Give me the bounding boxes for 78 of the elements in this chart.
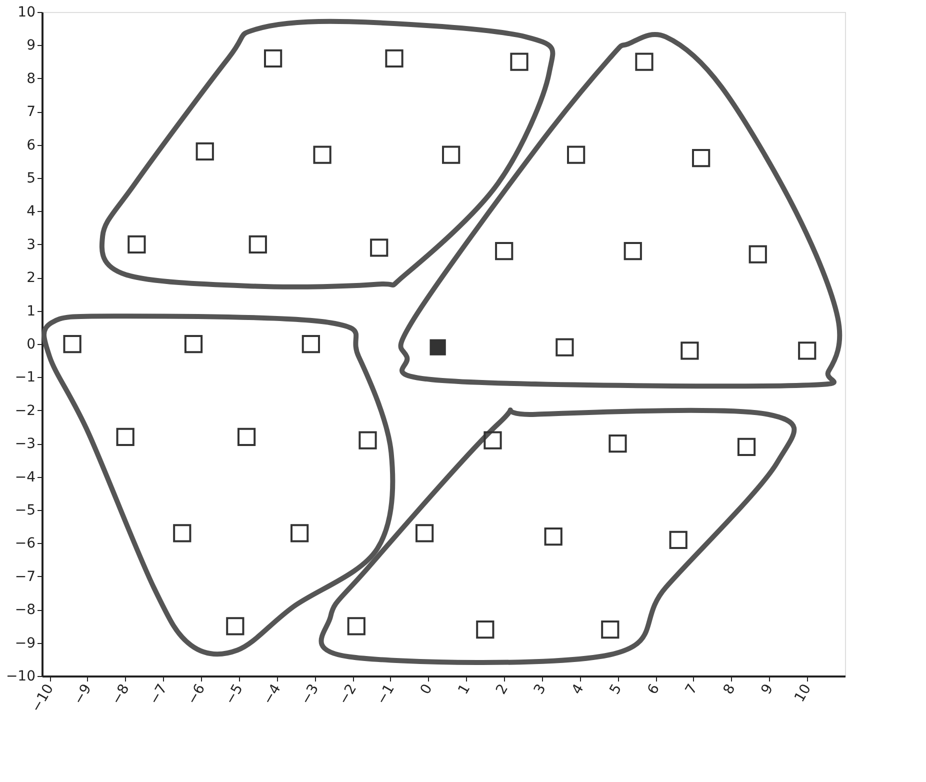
point bbox=[226, 617, 244, 636]
x-tick-label: −9 bbox=[70, 682, 95, 708]
x-tick-label: 10 bbox=[792, 682, 815, 705]
y-tick-label: −9 bbox=[14, 635, 36, 652]
x-tick-label: 0 bbox=[417, 682, 436, 698]
x-tick-label: −6 bbox=[184, 681, 209, 708]
y-tick-label: −6 bbox=[14, 536, 36, 552]
point bbox=[748, 245, 767, 264]
point bbox=[63, 334, 82, 354]
point bbox=[601, 620, 620, 639]
x-tick-label: 2 bbox=[493, 682, 512, 698]
point bbox=[196, 142, 214, 161]
x-tick-label: 6 bbox=[644, 681, 664, 698]
point bbox=[484, 431, 502, 450]
x-tick-label: 9 bbox=[758, 682, 777, 698]
point bbox=[556, 338, 574, 356]
point bbox=[495, 242, 514, 260]
x-tick-label: −4 bbox=[260, 681, 284, 708]
point bbox=[302, 334, 320, 354]
y-tick-label: 9 bbox=[26, 38, 36, 54]
y-tick-label: 6 bbox=[26, 137, 36, 154]
point bbox=[385, 49, 404, 68]
point bbox=[184, 334, 203, 354]
x-tick-label: 5 bbox=[606, 682, 626, 698]
x-tick-label: 3 bbox=[531, 682, 550, 698]
point bbox=[416, 524, 434, 542]
point bbox=[128, 235, 146, 254]
y-tick-label: 3 bbox=[26, 236, 36, 253]
y-tick-label: 2 bbox=[26, 270, 36, 286]
point bbox=[737, 438, 756, 456]
x-tick-label: −5 bbox=[222, 682, 246, 708]
point bbox=[635, 52, 654, 71]
y-tick-label: −7 bbox=[14, 568, 36, 585]
y-tick-label: −3 bbox=[14, 436, 36, 452]
point bbox=[624, 242, 642, 260]
point bbox=[264, 49, 282, 68]
point bbox=[116, 428, 134, 446]
y-tick-label: −5 bbox=[14, 502, 36, 518]
y-tick-label: 7 bbox=[26, 104, 36, 120]
x-tick-label: −8 bbox=[108, 682, 133, 708]
point bbox=[290, 524, 309, 542]
point bbox=[248, 235, 267, 254]
y-tick-label: −2 bbox=[14, 402, 36, 419]
y-tick-label: −1 bbox=[14, 370, 36, 386]
x-tick-label: −7 bbox=[146, 682, 171, 708]
point bbox=[510, 52, 528, 71]
y-tick-label: 4 bbox=[26, 204, 36, 220]
point bbox=[567, 146, 586, 164]
point bbox=[798, 342, 816, 360]
y-tick-label: −10 bbox=[6, 668, 36, 684]
y-tick-label: 8 bbox=[26, 70, 36, 87]
point bbox=[476, 620, 494, 639]
x-tick-label: −3 bbox=[298, 682, 322, 708]
point bbox=[347, 617, 366, 636]
point bbox=[680, 342, 699, 360]
x-tick-label: 4 bbox=[568, 681, 588, 698]
y-tick-label: 0 bbox=[26, 336, 36, 352]
point bbox=[370, 238, 388, 257]
x-tick-label: 7 bbox=[682, 682, 701, 698]
x-tick-label: 1 bbox=[455, 682, 474, 698]
x-tick-label: −2 bbox=[336, 682, 360, 708]
point bbox=[608, 434, 627, 453]
point bbox=[313, 146, 332, 164]
x-tick-label: −1 bbox=[374, 682, 398, 708]
point bbox=[358, 431, 377, 450]
point bbox=[544, 528, 562, 546]
y-tick-label: −8 bbox=[14, 602, 36, 618]
y-tick-label: 1 bbox=[26, 303, 36, 320]
point bbox=[430, 339, 446, 356]
x-tick-label: 8 bbox=[720, 682, 739, 698]
point bbox=[173, 524, 192, 542]
y-tick-label: −4 bbox=[14, 469, 36, 486]
y-tick-label: 10 bbox=[18, 4, 36, 20]
point bbox=[669, 530, 688, 549]
y-tick-label: 5 bbox=[26, 170, 36, 186]
point bbox=[237, 428, 256, 446]
point bbox=[692, 149, 710, 168]
point bbox=[442, 146, 460, 164]
